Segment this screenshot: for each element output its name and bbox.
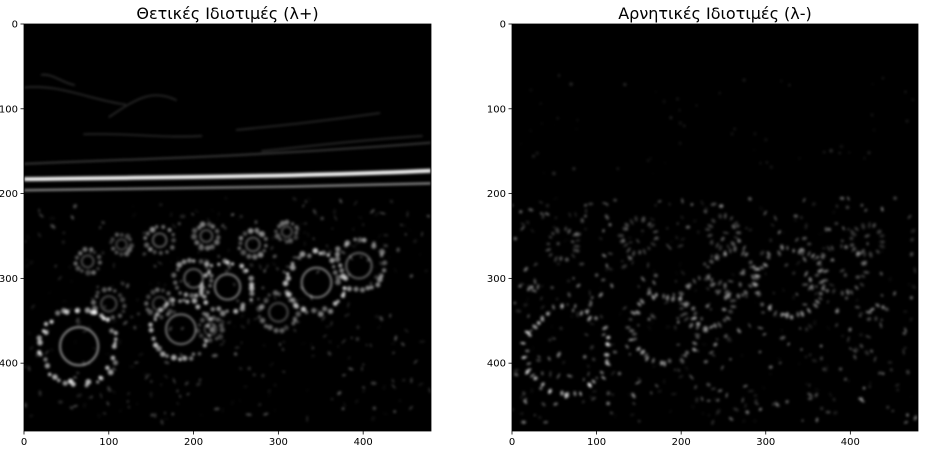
x-tick-label: 0 bbox=[21, 437, 27, 448]
y-tick-label: 0 bbox=[500, 20, 506, 31]
axes-frame bbox=[511, 23, 919, 432]
x-tick-label: 100 bbox=[587, 437, 606, 448]
image-area bbox=[512, 24, 918, 431]
y-tick-label: 200 bbox=[0, 189, 18, 200]
x-tick-label: 300 bbox=[269, 437, 288, 448]
y-tick-label: 400 bbox=[0, 359, 18, 370]
y-tick-label: 300 bbox=[487, 274, 506, 285]
x-tick-label: 400 bbox=[841, 437, 860, 448]
x-tick-label: 0 bbox=[509, 437, 515, 448]
edge-texture bbox=[512, 74, 918, 425]
x-tick-label: 300 bbox=[756, 437, 775, 448]
y-tick-label: 200 bbox=[487, 189, 506, 200]
image-area bbox=[24, 24, 431, 431]
x-tick-label: 200 bbox=[672, 437, 691, 448]
x-tick-label: 100 bbox=[99, 437, 118, 448]
negative-eigenvalues-chart: 0 100 200 300 400 0 100 200 300 400 bbox=[487, 20, 919, 448]
y-tick-label: 300 bbox=[0, 274, 18, 285]
left-panel: Θετικές Ιδιοτιμές (λ+) 0 100 200 300 400 0 100… bbox=[0, 0, 470, 473]
y-tick-label: 0 bbox=[12, 20, 18, 31]
chart-title: Αρνητικές Ιδιοτιμές (λ-) bbox=[618, 4, 812, 23]
edge-texture bbox=[24, 74, 431, 425]
y-tick-label: 100 bbox=[487, 104, 506, 115]
positive-eigenvalues-chart: 0 100 200 300 400 0 100 200 300 400 bbox=[0, 20, 432, 448]
chart-title: Θετικές Ιδιοτιμές (λ+) bbox=[136, 4, 319, 23]
right-panel: Αρνητικές Ιδιοτιμές (λ-) 0 100 200 300 400 0 1… bbox=[485, 0, 947, 473]
x-tick-label: 400 bbox=[354, 437, 373, 448]
y-tick-label: 100 bbox=[0, 104, 18, 115]
y-tick-label: 400 bbox=[487, 359, 506, 370]
axes-frame bbox=[23, 23, 432, 432]
x-tick-label: 200 bbox=[184, 437, 203, 448]
